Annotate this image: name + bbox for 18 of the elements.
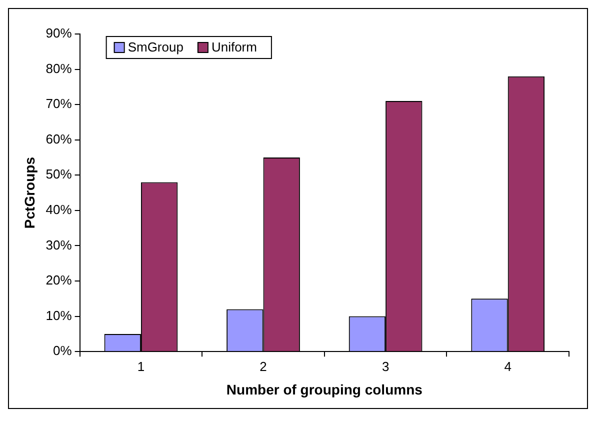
y-tick-label: 50% — [46, 166, 72, 182]
y-tick-label: 20% — [46, 272, 72, 288]
legend-label: Uniform — [211, 40, 257, 55]
legend-label: SmGroup — [128, 40, 184, 55]
y-tick-label: 90% — [46, 26, 72, 41]
y-tick-label: 0% — [53, 343, 72, 358]
y-tick-label: 30% — [46, 237, 72, 252]
x-tick-label: 3 — [382, 358, 390, 374]
y-tick-label: 80% — [46, 60, 72, 76]
x-axis-title: Number of grouping columns — [226, 381, 423, 398]
x-tick-label: 1 — [137, 358, 145, 374]
y-tick-label: 70% — [46, 96, 72, 112]
y-tick-label: 60% — [46, 131, 72, 146]
x-tick-label: 2 — [260, 358, 267, 374]
x-tick-label: 4 — [504, 358, 512, 374]
y-tick-label: 40% — [46, 202, 72, 218]
y-axis-title: PctGroups — [21, 156, 38, 229]
y-tick-label: 10% — [46, 308, 72, 323]
